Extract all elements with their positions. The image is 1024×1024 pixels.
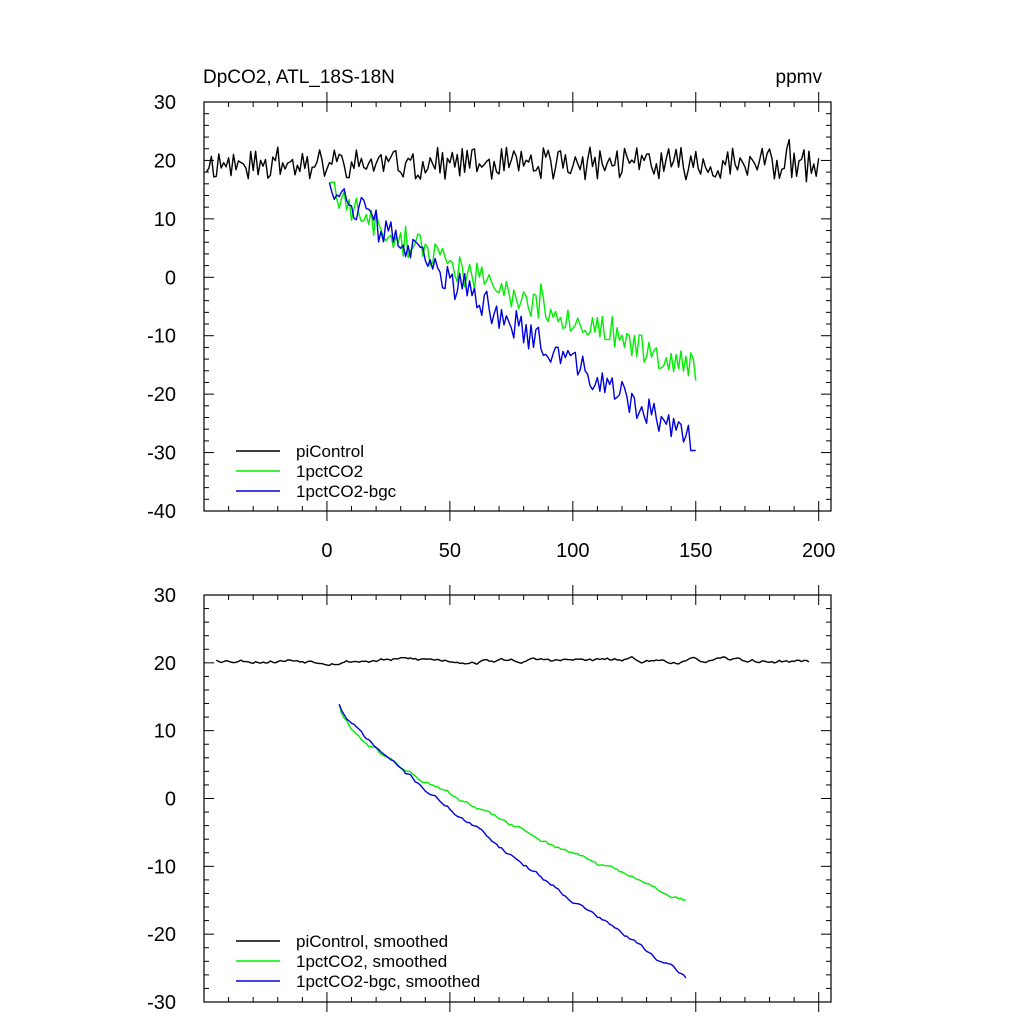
- plot-frame: [203, 101, 832, 512]
- y-tick-label: -30: [147, 992, 176, 1014]
- y-tick-label: 10: [154, 209, 176, 231]
- y-tick-label: 30: [154, 92, 176, 114]
- x-tick-label: 200: [802, 540, 835, 562]
- series-line-1: [205, 138, 820, 183]
- legend-label: 1pctCO2-bgc, smoothed: [296, 972, 480, 991]
- y-tick-label: -30: [147, 443, 176, 465]
- series-line-2: [338, 704, 687, 901]
- series-line-3: [338, 704, 687, 979]
- y-tick-label: 10: [154, 721, 176, 743]
- y-tick-label: -20: [147, 924, 176, 946]
- y-tick-label: 0: [165, 267, 176, 289]
- series-line-3: [328, 182, 696, 452]
- y-tick-label: 20: [154, 150, 176, 172]
- x-tick-label: 0: [321, 540, 332, 562]
- x-tick-label: 50: [439, 540, 461, 562]
- x-tick-label: 150: [679, 540, 712, 562]
- legend-label: 1pctCO2-bgc: [296, 482, 397, 501]
- chart-title: DpCO2, ATL_18S-18N: [203, 67, 395, 88]
- y-tick-label: -20: [147, 384, 176, 406]
- y-tick-label: 30: [154, 585, 176, 607]
- y-tick-label: 0: [165, 789, 176, 811]
- chart-units: ppmv: [776, 67, 823, 88]
- y-tick-label: -10: [147, 856, 176, 878]
- y-tick-label: -10: [147, 326, 176, 348]
- legend-label: 1pctCO2, smoothed: [296, 952, 447, 971]
- legend-label: 1pctCO2: [296, 462, 363, 481]
- x-tick-label: 100: [556, 540, 589, 562]
- legend-label: piControl: [296, 442, 364, 461]
- series-line-2: [329, 181, 697, 381]
- legend-label: piControl, smoothed: [296, 932, 448, 951]
- y-tick-label: 20: [154, 653, 176, 675]
- y-tick-label: -40: [147, 501, 176, 523]
- series-line-1: [215, 656, 810, 667]
